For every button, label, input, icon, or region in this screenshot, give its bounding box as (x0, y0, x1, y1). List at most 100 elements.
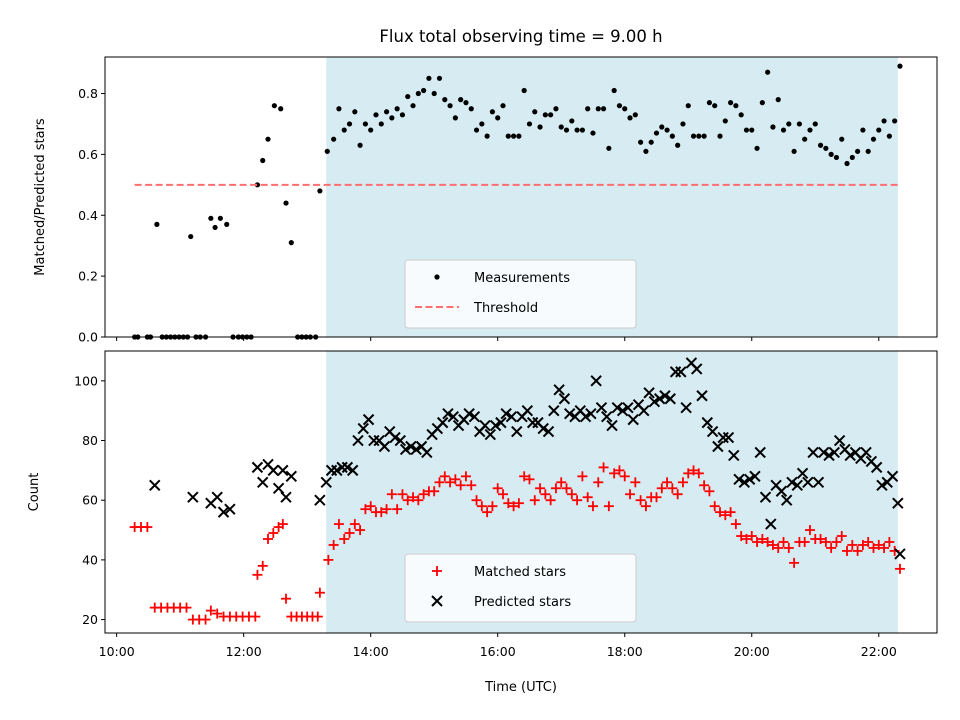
predicted-stars-point (680, 401, 692, 414)
top-panel-frame (104, 56, 938, 338)
matched-stars-point (439, 471, 450, 482)
predicted-stars-point (780, 494, 793, 506)
predicted-stars-point (352, 434, 364, 447)
predicted-stars-point (257, 476, 269, 489)
measurement-point (823, 145, 829, 151)
matched-stars-point (852, 545, 863, 556)
predicted-stars-point (399, 443, 412, 456)
predicted-stars-point (421, 446, 433, 459)
predicted-stars-point (627, 413, 639, 426)
ytick-label: 0.4 (78, 208, 98, 223)
predicted-stars-point (749, 470, 761, 483)
predicted-stars-point (346, 464, 359, 477)
predicted-stars-point (149, 479, 161, 491)
matched-stars-point (693, 468, 704, 479)
matched-stars-point (312, 611, 323, 622)
matched-stars-point (778, 536, 789, 547)
matched-stars-point (263, 534, 274, 544)
xtick-label: 10:00 (99, 644, 135, 659)
matched-stars-point (268, 528, 279, 539)
matched-stars-point (820, 536, 831, 547)
matched-stars-point (831, 536, 842, 547)
matched-stars-point (344, 528, 355, 539)
matched-stars-point (513, 498, 524, 509)
measurement-point (611, 87, 617, 94)
measurement-point (855, 148, 861, 154)
matched-stars-point (455, 480, 466, 491)
measurement-point (336, 106, 342, 112)
matched-stars-point (720, 510, 731, 521)
predicted-stars-point (224, 503, 236, 515)
xtick-label: 22:00 (861, 644, 897, 659)
chart-title: Flux total observing time = 9.00 h (379, 27, 662, 46)
matched-stars-point (429, 486, 440, 497)
predicted-stars-point (696, 390, 708, 402)
measurement-point (224, 221, 230, 227)
measurement-point (743, 127, 750, 133)
matched-stars-point (630, 477, 641, 488)
matched-stars-point (205, 605, 216, 616)
measurement-point (606, 145, 612, 151)
matched-stars-point (879, 542, 890, 553)
matched-stars-point (704, 486, 715, 497)
measurement-point (717, 133, 723, 139)
measurement-point (749, 127, 755, 133)
measurement-point (553, 106, 559, 112)
predicted-stars-point (765, 518, 777, 530)
measurement-point (431, 90, 437, 97)
matched-stars-point (281, 593, 292, 604)
predicted-stars-point (505, 410, 518, 423)
measurement-point (807, 127, 813, 133)
predicted-stars-point (706, 425, 719, 438)
predicted-stars-point (638, 404, 650, 417)
predicted-stars-point (500, 407, 512, 420)
matched-stars-point (773, 542, 784, 553)
measurement-point (569, 118, 575, 124)
matched-stars-point (577, 471, 588, 482)
measurement-point (394, 106, 400, 112)
measurement-point (212, 224, 218, 231)
matched-stars-point (603, 501, 614, 512)
measurement-point (208, 215, 214, 221)
matched-stars-point (355, 525, 366, 536)
predicted-stars-point (484, 428, 497, 441)
matched-stars-point (200, 614, 211, 625)
matched-stars-point (550, 483, 561, 494)
measurement-point (516, 133, 522, 139)
measurement-point (817, 142, 824, 148)
matched-stars-point (471, 495, 482, 506)
ytick-label: 100 (74, 373, 98, 388)
ytick-label: 40 (82, 552, 98, 567)
predicted-stars-point (489, 419, 502, 432)
measurement-point (468, 106, 474, 112)
measurement-point (217, 215, 223, 221)
measurement-point (886, 133, 892, 139)
matched-stars-point (408, 492, 419, 503)
measurement-point (405, 93, 411, 100)
predicted-stars-point (251, 461, 264, 474)
measurement-point (754, 145, 760, 151)
measurement-point (860, 127, 866, 133)
measurement-point (447, 103, 453, 109)
matched-stars-point (836, 531, 847, 542)
matched-stars-point (593, 477, 604, 488)
measurement-point (780, 127, 787, 133)
matched-stars-point (323, 554, 334, 565)
measurement-point (362, 121, 368, 127)
legend-handle (431, 595, 443, 607)
matched-stars-point (556, 477, 567, 488)
predicted-stars-point (579, 410, 592, 423)
measurement-point (389, 115, 395, 121)
measurement-point (574, 127, 580, 133)
matched-stars-point (619, 471, 630, 482)
xtick-label: 12:00 (226, 644, 262, 659)
measurement-point (484, 133, 490, 139)
matched-stars-point (413, 495, 424, 506)
matched-stars-point (868, 542, 879, 553)
measurement-point (526, 121, 533, 127)
matched-stars-point (656, 483, 667, 494)
matched-stars-point (392, 504, 403, 515)
matched-stars-point (757, 534, 768, 544)
predicted-stars-point (648, 396, 661, 408)
predicted-stars-point (479, 419, 491, 432)
